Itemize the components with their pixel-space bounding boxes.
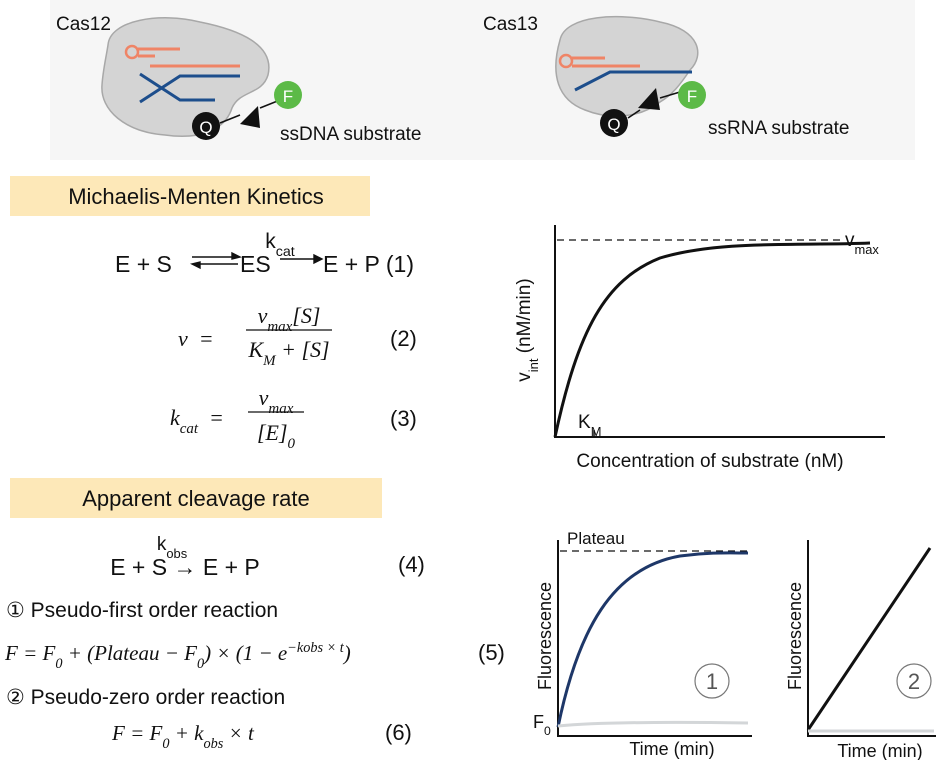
equation-part: (nM/min) [514, 278, 535, 358]
plateau-label: Plateau [567, 529, 625, 548]
mm-curve [555, 243, 870, 437]
equation-part: max [268, 401, 293, 417]
y-axis-label: vint (nM/min) [514, 278, 541, 381]
cas12-label: Cas12 [56, 14, 111, 35]
equation-number: (3) [390, 406, 417, 431]
equation-part: cat [276, 244, 295, 260]
axes [555, 225, 885, 437]
substrate-label: ssRNA substrate [708, 118, 850, 139]
equation-part: K [247, 337, 264, 362]
zero-order-line [808, 548, 930, 730]
equation-part: obs [166, 546, 187, 561]
control-curve [558, 722, 748, 726]
y-axis-label: Fluorescence [535, 582, 555, 690]
equation-part: [E] [257, 420, 288, 445]
equation-part: −kobs × t [287, 640, 345, 656]
equation-part: k [157, 534, 167, 555]
x-axis-label: Time (min) [629, 739, 714, 759]
equation: F = F0 + kobs × t [111, 721, 255, 752]
equation-part: K [578, 412, 591, 433]
axes [558, 540, 752, 736]
equation-part: F = F [111, 721, 162, 745]
equation-number: (5) [478, 640, 505, 665]
substrate-label: ssDNA substrate [280, 124, 422, 145]
equilibrium-arrows [192, 253, 240, 268]
quencher-label: Q [607, 115, 620, 134]
equation-number: (4) [398, 552, 425, 577]
km-label: KM [578, 412, 601, 439]
equation-part: [S] [292, 303, 320, 328]
equation: ES [240, 251, 271, 277]
equation-part: 0 [162, 736, 169, 752]
equation-part: v [258, 303, 268, 328]
reaction-heading: ② Pseudo-zero order reaction [6, 686, 285, 709]
figure: Cas12 F Q ssDNA substrate Cas13 F Q ssRN… [0, 0, 939, 760]
equation-part: × t [223, 721, 255, 745]
equation-part: 0 [197, 656, 204, 672]
equation-part: int [526, 358, 541, 372]
fluorophore-label: F [687, 87, 697, 106]
vmax-label: vmax [845, 230, 879, 257]
equation-part: = [198, 405, 224, 430]
section-title: Michaelis-Menten Kinetics [68, 184, 324, 209]
f0-label: F0 [533, 712, 551, 738]
equation: [E]0 [257, 420, 296, 452]
equation-part: v [514, 372, 535, 382]
equation-part: max [855, 242, 880, 257]
equation-part: 0 [288, 436, 296, 452]
equation: kcat = [170, 405, 224, 437]
equation-part: cat [180, 421, 199, 437]
fluorophore-label: F [283, 87, 293, 106]
equation-number: (6) [385, 720, 412, 745]
equation-part: + (Plateau − F [62, 641, 197, 665]
section-title: Apparent cleavage rate [82, 486, 310, 511]
x-axis-label: Concentration of substrate (nM) [576, 451, 843, 472]
equation-part: M [591, 424, 602, 439]
x-axis-label: Time (min) [837, 741, 922, 760]
equation-part: v [845, 230, 855, 251]
equation-number: (2) [390, 326, 417, 351]
panel-marker-label: 2 [908, 669, 920, 694]
equation-part: + k [169, 721, 204, 745]
equation-part: obs [203, 736, 223, 752]
equation-part: ) [343, 641, 351, 665]
equation: F = F0 + (Plateau − F0) × (1 − e−kobs × … [4, 640, 351, 672]
first-order-curve [558, 553, 748, 727]
panel-marker-label: 1 [706, 669, 718, 694]
equation-part: max [267, 319, 292, 335]
reaction-heading: ① Pseudo-first order reaction [6, 599, 278, 622]
equation: E + S [115, 251, 172, 277]
equation-part: k [265, 230, 276, 253]
equation-part: ) × (1 − e [203, 641, 287, 665]
cas13-label: Cas13 [483, 14, 538, 35]
equation: E + P (1) [323, 251, 414, 277]
equation: v = [178, 326, 214, 351]
equation-part: 0 [55, 656, 62, 672]
quencher-label: Q [199, 118, 212, 137]
y-axis-label: Fluorescence [785, 582, 805, 690]
equation-part: 0 [544, 724, 551, 738]
equation-part: F [533, 712, 544, 732]
equation-part: + [S] [276, 337, 330, 362]
equation-part: v [259, 385, 269, 410]
equation: KM + [S] [247, 337, 329, 369]
equation-part: F = F [4, 641, 55, 665]
